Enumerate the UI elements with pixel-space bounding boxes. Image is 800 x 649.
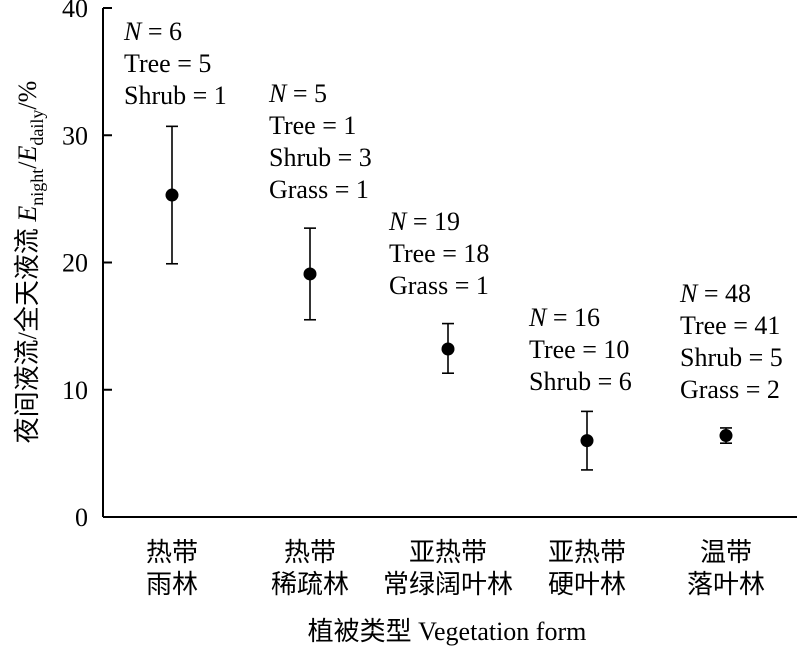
- x-category-label: 温带: [700, 538, 752, 567]
- n-symbol: N: [528, 303, 548, 332]
- y-label-part: night: [27, 169, 47, 206]
- x-category-label: 硬叶林: [548, 570, 626, 599]
- annotation-line: Shrub = 1: [124, 81, 227, 110]
- y-label-part: daily: [27, 110, 47, 146]
- y-label-part: E: [13, 206, 42, 223]
- y-label-part: E: [13, 145, 42, 162]
- annotation-block: N = 6 Tree = 5 Shrub = 1: [123, 17, 227, 110]
- annotation-line: Tree = 18: [389, 239, 489, 268]
- x-category-label: 热带: [146, 538, 198, 567]
- data-points: [165, 188, 733, 448]
- annotation-line: Tree = 41: [680, 311, 780, 340]
- x-category-label: 常绿阔叶林: [383, 570, 513, 599]
- data-point: [580, 434, 594, 448]
- annotation-n: N = 48: [679, 279, 751, 308]
- n-value: = 5: [286, 79, 327, 108]
- annotation-line: Shrub = 6: [529, 367, 632, 396]
- y-label-part: 夜间液流/全天液流: [13, 222, 42, 444]
- data-point: [441, 342, 455, 356]
- annotation-line: Tree = 1: [269, 111, 356, 140]
- annotation-block: N = 5 Tree = 1 Shrub = 3 Grass = 1: [268, 79, 372, 204]
- n-symbol: N: [268, 79, 288, 108]
- annotation-line: Shrub = 3: [269, 143, 372, 172]
- x-category-label: 雨林: [146, 570, 198, 599]
- data-point: [719, 429, 733, 443]
- annotation-line: Grass = 2: [680, 375, 780, 404]
- annotation-line: Tree = 10: [529, 335, 629, 364]
- data-point: [303, 267, 317, 281]
- n-value: = 48: [697, 279, 751, 308]
- x-category-label: 亚热带: [548, 538, 626, 567]
- annotation-line: Tree = 5: [124, 49, 211, 78]
- annotation-line: Grass = 1: [389, 271, 489, 300]
- n-symbol: N: [679, 279, 699, 308]
- annotation-line: Grass = 1: [269, 175, 369, 204]
- n-symbol: N: [123, 17, 143, 46]
- annotation-n: N = 5: [268, 79, 327, 108]
- y-tick-label: 20: [62, 249, 88, 278]
- y-label-part: /: [13, 161, 42, 169]
- x-category-label: 热带: [284, 538, 336, 567]
- y-tick-label: 30: [62, 121, 88, 150]
- x-category-label: 亚热带: [409, 538, 487, 567]
- n-symbol: N: [388, 207, 408, 236]
- n-value: = 6: [141, 17, 182, 46]
- annotation-n: N = 19: [388, 207, 460, 236]
- y-axis-label: 夜间液流/全天液流 Enight/Edaily/%: [13, 81, 47, 444]
- y-tick-label: 0: [75, 503, 88, 532]
- y-tick-label: 10: [62, 376, 88, 405]
- annotation-block: N = 48 Tree = 41 Shrub = 5 Grass = 2: [679, 279, 783, 404]
- y-label-part: /%: [13, 81, 42, 110]
- x-axis-label: 植被类型 Vegetation form: [308, 617, 587, 646]
- y-ticks: 0 10 20 30 40: [62, 0, 112, 532]
- annotation-n: N = 16: [528, 303, 600, 332]
- n-value: = 16: [546, 303, 600, 332]
- annotation-line: Shrub = 5: [680, 343, 783, 372]
- annotation-block: N = 16 Tree = 10 Shrub = 6: [528, 303, 632, 396]
- x-category-label: 稀疏林: [271, 570, 349, 599]
- n-value: = 19: [406, 207, 460, 236]
- data-point: [165, 188, 179, 202]
- annotation-block: N = 19 Tree = 18 Grass = 1: [388, 207, 489, 300]
- annotations: N = 6 Tree = 5 Shrub = 1 N = 5 Tree = 1 Shrub…: [123, 17, 783, 404]
- x-category-label: 落叶林: [687, 570, 765, 599]
- annotation-n: N = 6: [123, 17, 182, 46]
- y-tick-label: 40: [62, 0, 88, 23]
